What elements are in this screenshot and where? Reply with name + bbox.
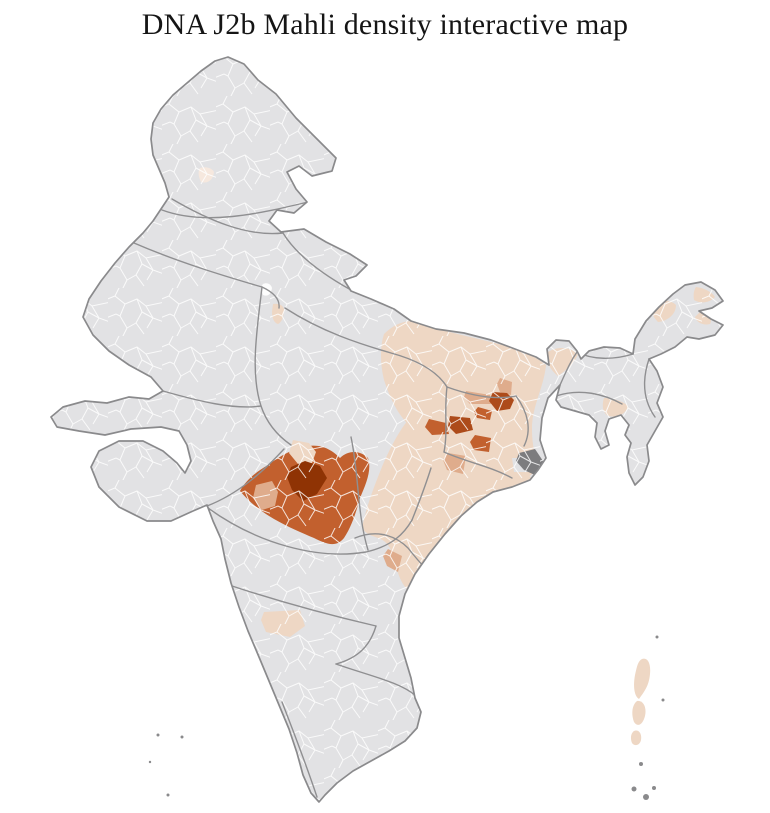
island-speck (655, 635, 659, 639)
lakshadweep-island[interactable] (166, 793, 170, 797)
density-regions (51, 57, 723, 802)
lakshadweep-islands[interactable] (148, 733, 184, 797)
nicobar-island[interactable] (652, 786, 656, 790)
map-title: DNA J2b Mahli density interactive map (141, 8, 629, 41)
lakshadweep-island[interactable] (156, 733, 160, 737)
andaman-island-middle[interactable] (632, 700, 646, 725)
andaman-nicobar-islands[interactable] (630, 635, 665, 801)
lakshadweep-island[interactable] (180, 735, 184, 739)
state-borders (133, 198, 656, 798)
lakshadweep-island[interactable] (148, 760, 152, 764)
nicobar-island[interactable] (643, 794, 649, 800)
nicobar-island[interactable] (639, 762, 643, 766)
district-boundaries-mesh (51, 57, 723, 802)
island-speck (661, 698, 665, 702)
andaman-island-little[interactable] (630, 730, 642, 746)
andaman-island-north[interactable] (634, 658, 651, 699)
nicobar-island[interactable] (631, 786, 637, 792)
